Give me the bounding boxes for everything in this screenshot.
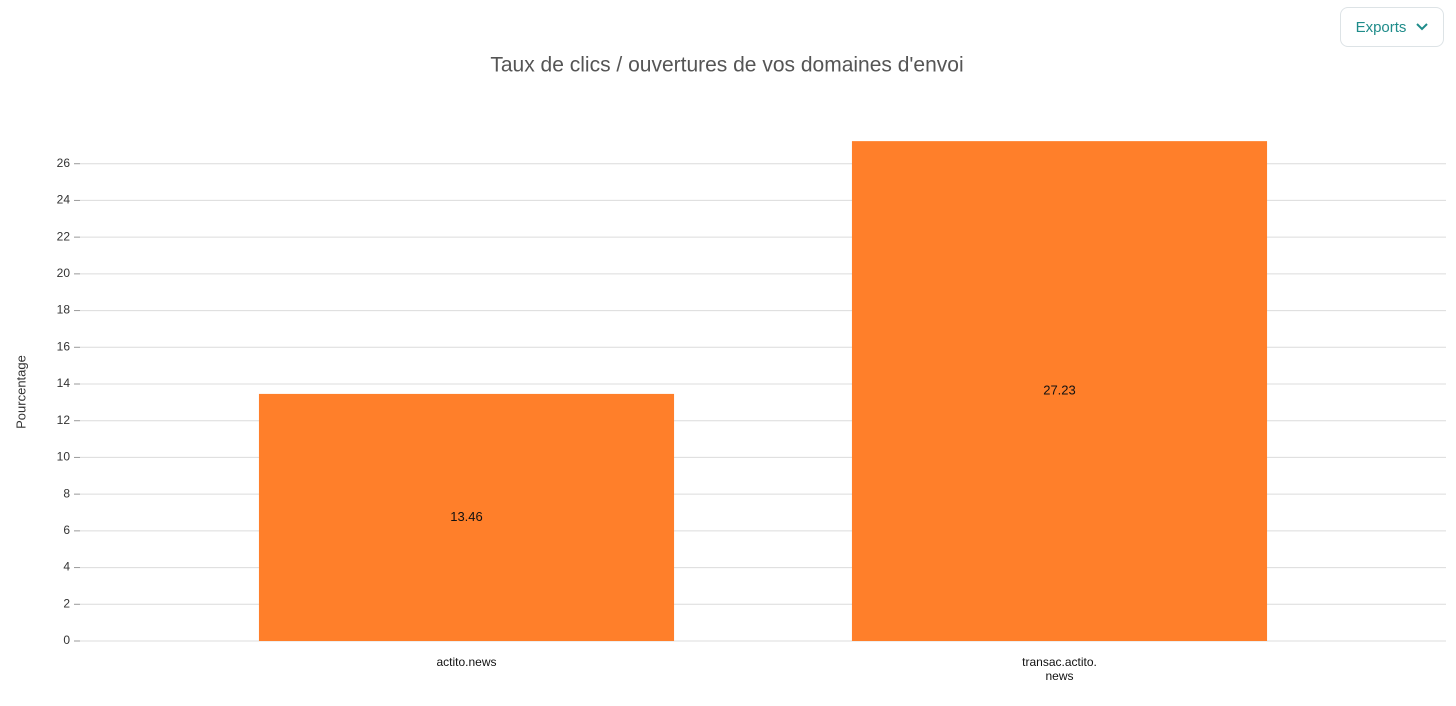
exports-button[interactable]: Exports xyxy=(1340,7,1444,47)
y-tick-label: 16 xyxy=(57,339,71,353)
y-tick-label: 26 xyxy=(57,156,71,170)
y-tick-label: 20 xyxy=(57,266,71,280)
y-tick-label: 10 xyxy=(57,450,71,464)
chevron-icon xyxy=(1416,23,1429,31)
y-tick-label: 24 xyxy=(57,193,71,207)
y-tick-label: 4 xyxy=(63,560,70,574)
y-tick-label: 6 xyxy=(63,523,70,537)
y-tick-label: 2 xyxy=(63,596,70,610)
y-tick-label: 14 xyxy=(57,376,71,390)
exports-label: Exports xyxy=(1355,18,1407,36)
y-tick-label: 8 xyxy=(63,486,70,500)
y-tick-label: 22 xyxy=(57,229,71,243)
bar xyxy=(851,141,1268,641)
x-tick-label: actito.news xyxy=(436,655,497,669)
value-label: 27.23 xyxy=(1043,383,1076,398)
y-tick-label: 12 xyxy=(57,413,71,427)
y-tick-label: 18 xyxy=(57,303,71,317)
y-axis-label: Pourcentage xyxy=(13,355,28,429)
x-tick-label: transac.actito.news xyxy=(1022,655,1097,683)
chart-title: Taux de clics / ouvertures de vos domain… xyxy=(490,54,963,77)
value-label: 13.46 xyxy=(450,509,483,524)
y-tick-label: 0 xyxy=(63,633,70,647)
bar xyxy=(258,393,675,641)
